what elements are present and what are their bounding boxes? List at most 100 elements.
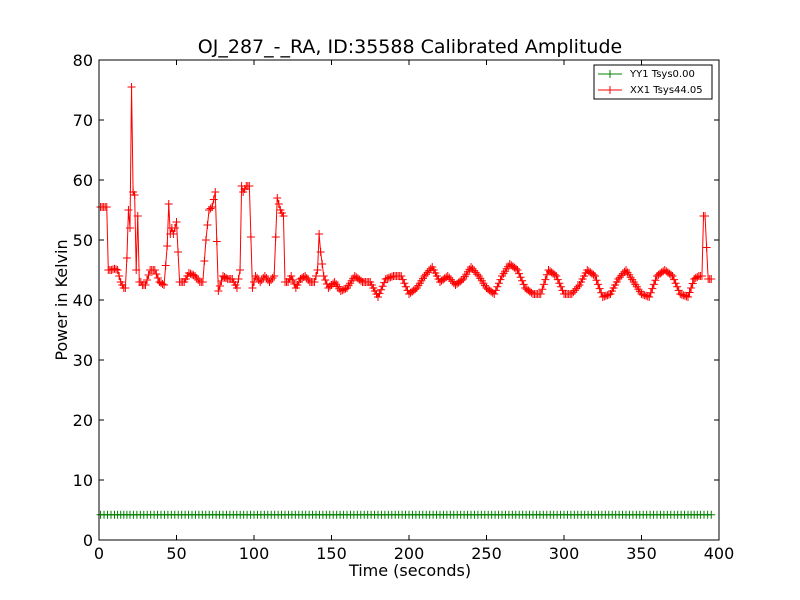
data-point <box>648 284 657 293</box>
data-point <box>592 276 601 285</box>
data-point <box>401 282 410 291</box>
x-tick-label: 400 <box>704 544 735 563</box>
data-point <box>200 257 209 265</box>
data-point <box>594 280 603 289</box>
data-point <box>591 272 599 280</box>
data-point <box>511 264 520 273</box>
data-point <box>519 280 528 289</box>
data-point <box>212 237 221 246</box>
legend-label-xx1: XX1 Tsys44.05 <box>630 85 703 96</box>
data-point <box>496 275 505 284</box>
data-point <box>112 265 121 274</box>
data-point <box>113 266 122 274</box>
data-point <box>279 212 288 220</box>
data-point <box>513 266 522 274</box>
x-tick-label: 100 <box>239 544 270 563</box>
data-point <box>378 282 387 291</box>
data-point <box>400 279 409 288</box>
data-point <box>150 266 159 274</box>
data-point <box>380 278 389 287</box>
data-point <box>268 274 277 282</box>
data-point <box>538 285 547 294</box>
y-axis-label: Power in Kelvin <box>52 239 71 360</box>
data-point <box>132 266 141 274</box>
data-point <box>397 272 406 280</box>
data-point <box>573 282 582 291</box>
plot-area <box>96 59 720 541</box>
data-point <box>494 279 503 288</box>
data-point <box>198 278 207 286</box>
data-point <box>553 275 562 284</box>
data-point <box>651 276 660 285</box>
data-point <box>518 276 527 285</box>
data-point <box>646 288 655 297</box>
data-point <box>208 203 217 211</box>
data-point <box>555 279 564 288</box>
data-point <box>697 272 706 280</box>
series-yy1 <box>96 510 716 519</box>
data-point <box>127 83 136 91</box>
data-point <box>473 270 482 279</box>
data-point <box>702 243 711 252</box>
x-tick-label: 350 <box>626 544 657 563</box>
data-point <box>126 224 134 232</box>
data-point <box>234 275 243 283</box>
data-point <box>174 248 183 256</box>
series-xx1 <box>96 83 716 301</box>
x-axis-ticks: 0 50 100 150 200 250 300 350 400 <box>94 60 734 563</box>
data-point <box>141 281 150 289</box>
legend: YY1 Tsys0.00 XX1 Tsys44.05 <box>593 64 713 100</box>
data-point <box>374 293 382 301</box>
data-point <box>321 276 330 284</box>
data-point <box>673 282 682 291</box>
data-point <box>169 230 178 238</box>
y-tick-label: 60 <box>73 171 93 190</box>
data-point <box>398 275 407 284</box>
data-point <box>143 276 152 284</box>
legend-box <box>593 64 713 100</box>
data-point <box>491 286 500 295</box>
data-point <box>201 236 210 244</box>
data-point <box>318 260 327 268</box>
data-point <box>102 203 111 211</box>
data-point <box>649 280 658 289</box>
data-point <box>375 289 384 298</box>
data-point <box>121 284 130 292</box>
x-tick-label: 250 <box>471 544 502 563</box>
data-point <box>273 194 282 202</box>
chart-title: OJ_287_-_RA, ID:35588 Calibrated Amplitu… <box>198 36 622 58</box>
data-point <box>160 281 169 289</box>
x-tick-label: 150 <box>316 544 347 563</box>
data-point <box>595 284 604 293</box>
data-point <box>246 233 255 241</box>
legend-marker-xx1 <box>606 86 614 94</box>
data-point <box>133 212 142 220</box>
data-point <box>668 272 677 280</box>
data-point <box>313 266 322 274</box>
data-point <box>516 273 525 282</box>
legend-marker-yy1 <box>606 70 614 78</box>
data-point <box>270 272 279 280</box>
y-axis-ticks: 0 10 20 30 40 50 60 70 80 <box>73 51 719 550</box>
data-point <box>209 195 218 204</box>
data-point <box>539 280 548 289</box>
data-point <box>688 279 697 288</box>
x-tick-label: 200 <box>394 544 425 563</box>
legend-label-yy1: YY1 Tsys0.00 <box>629 69 695 80</box>
data-point <box>589 270 598 279</box>
data-point <box>701 212 710 220</box>
data-point <box>236 266 245 274</box>
data-point <box>666 270 675 279</box>
y-tick-label: 10 <box>73 471 93 490</box>
data-point <box>172 218 181 226</box>
data-point <box>493 282 502 291</box>
y-tick-label: 20 <box>73 411 93 430</box>
data-point <box>214 287 223 295</box>
data-point <box>158 280 167 288</box>
data-point <box>316 248 325 256</box>
y-tick-label: 80 <box>73 51 93 70</box>
data-point <box>490 290 499 298</box>
data-point <box>153 274 162 282</box>
data-point <box>536 290 545 298</box>
